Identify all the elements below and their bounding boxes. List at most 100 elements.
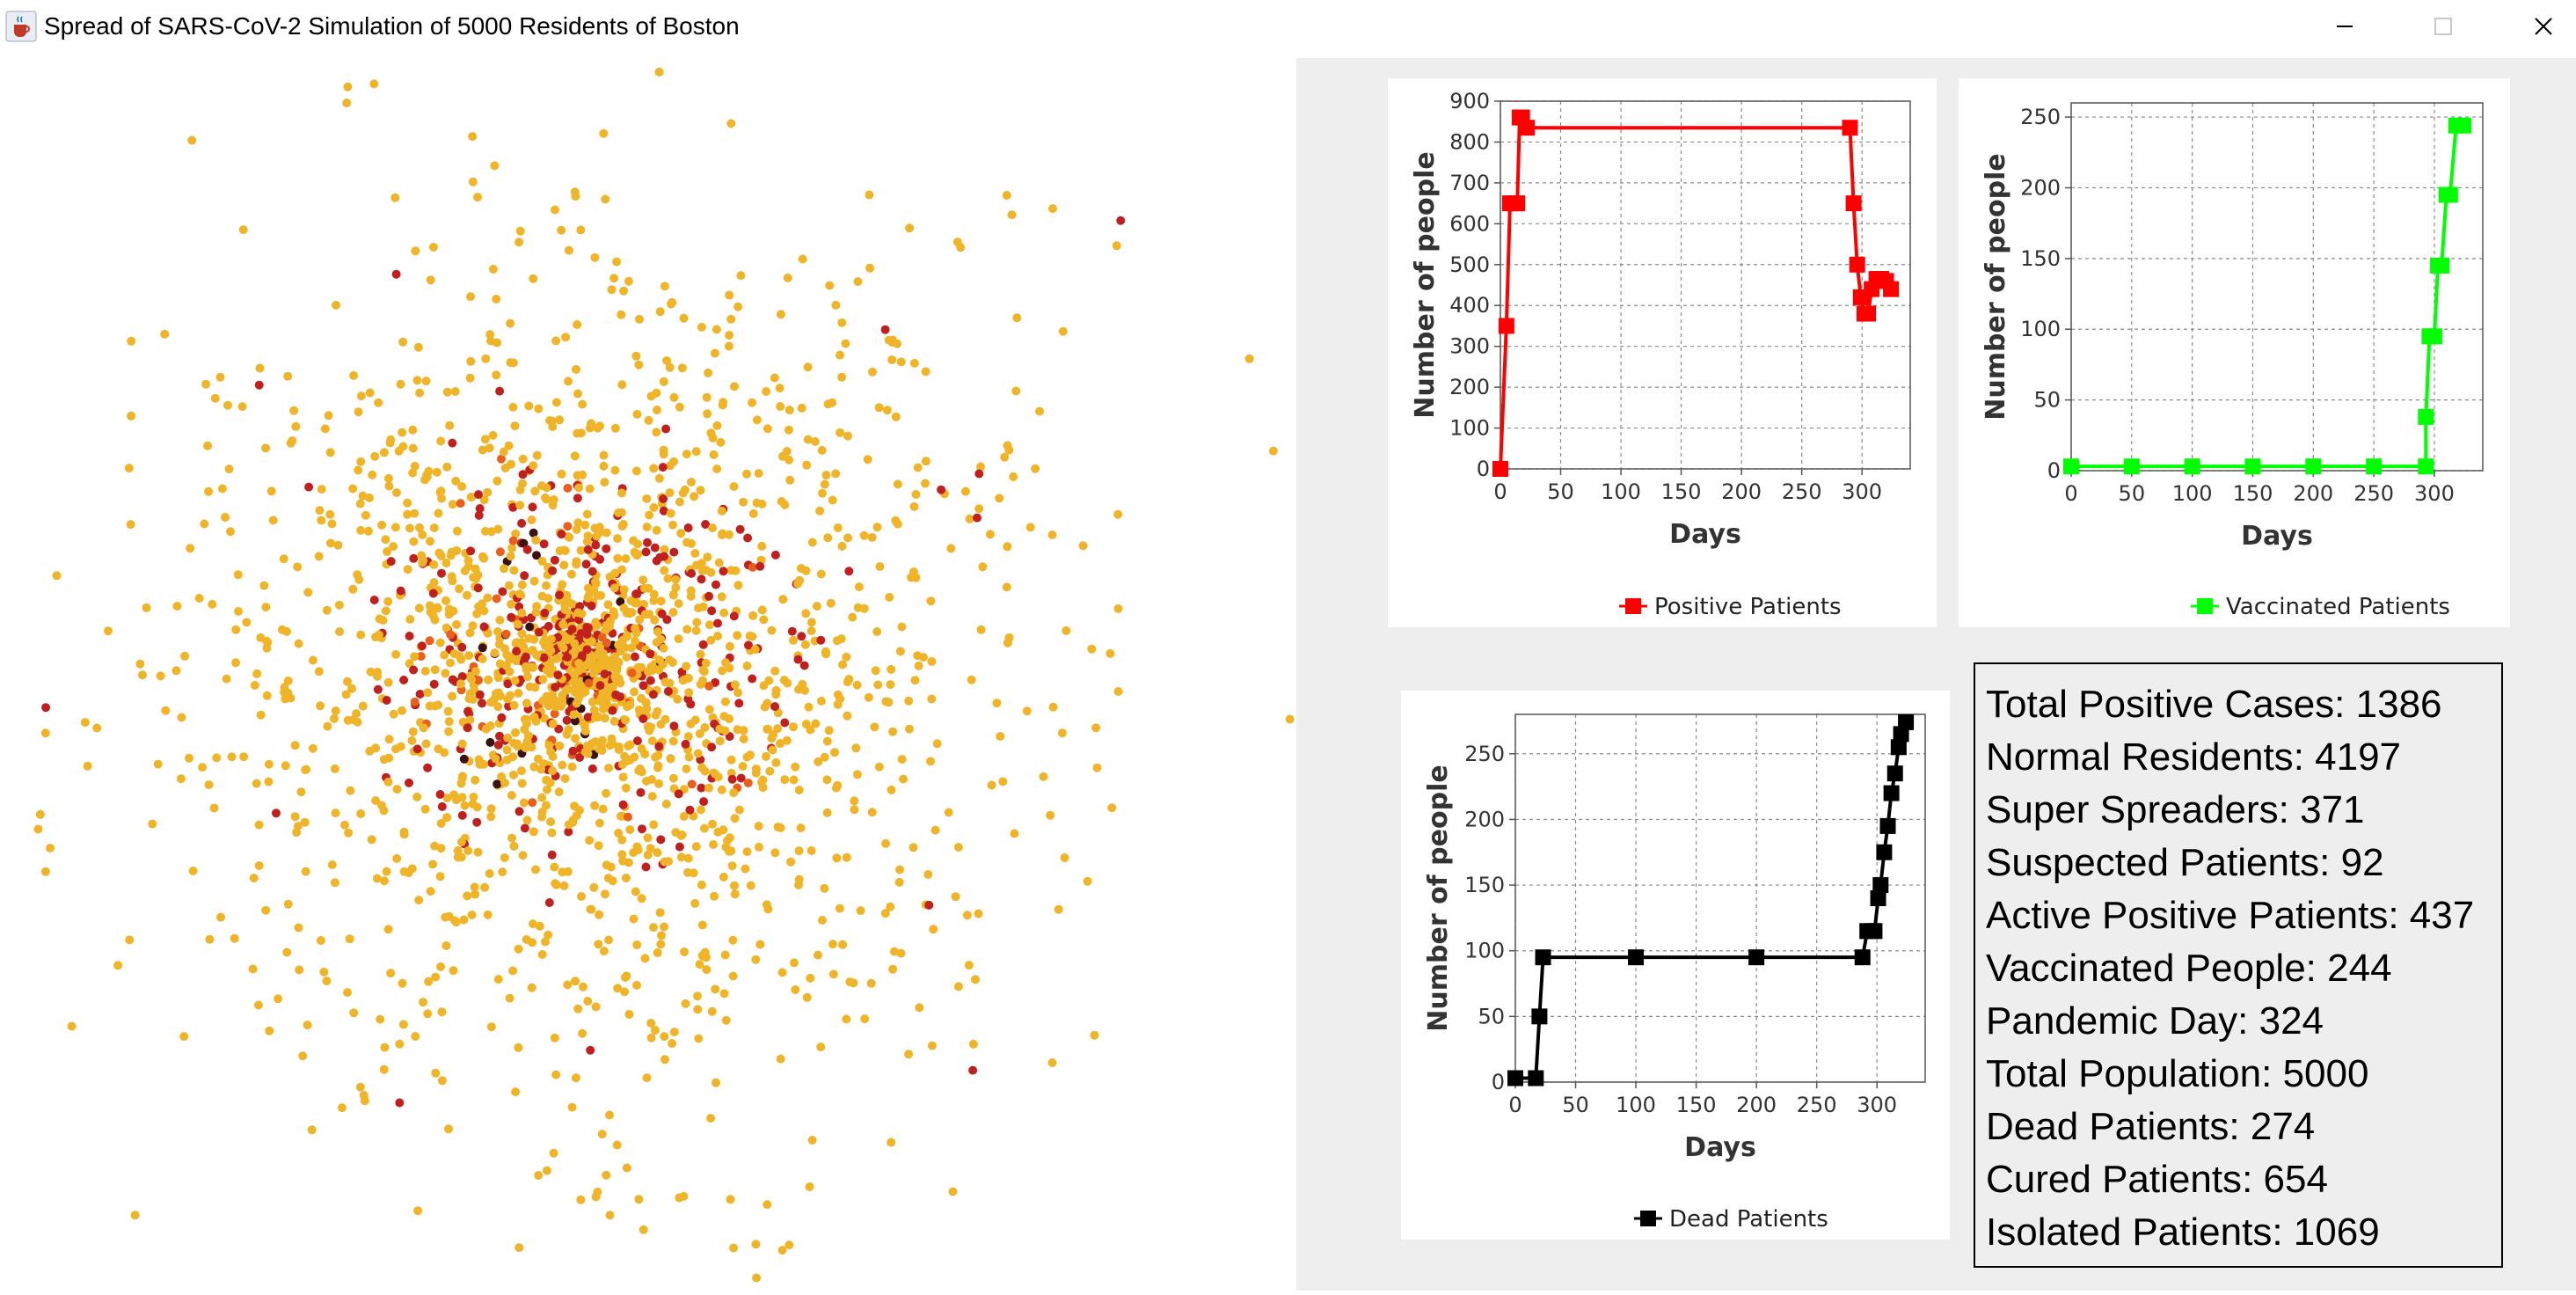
resident-dot (227, 752, 237, 762)
resident-dot (371, 796, 381, 805)
resident-dot (252, 669, 262, 678)
resident-dot (695, 729, 704, 738)
resident-dot (649, 589, 659, 599)
resident-dot (668, 736, 678, 746)
resident-dot (457, 642, 467, 652)
resident-dot (843, 533, 852, 543)
stat-active-positive-patients: Active Positive Patients: 437 (1986, 894, 2475, 937)
resident-dot (348, 484, 358, 494)
resident-dot (865, 190, 874, 200)
resident-dot (629, 914, 639, 924)
resident-dot (537, 591, 547, 601)
resident-dot (262, 636, 272, 646)
plot-area (2071, 103, 2483, 471)
resident-dot (604, 622, 614, 632)
resident-dot (784, 425, 793, 435)
resident-dot (978, 562, 988, 572)
stat-label: Normal Residents (1986, 735, 2294, 779)
resident-dot (591, 713, 600, 722)
resident-dot (200, 519, 209, 529)
resident-dot (510, 676, 520, 685)
stat-value: 4197 (2315, 735, 2402, 779)
resident-dot (511, 1087, 521, 1097)
resident-dot (40, 867, 50, 876)
resident-dot (894, 877, 904, 887)
resident-dot (495, 615, 505, 625)
resident-dot (619, 286, 629, 296)
resident-dot (717, 592, 726, 602)
resident-dot (377, 520, 387, 530)
resident-dot (675, 1193, 684, 1203)
resident-dot (493, 673, 503, 683)
resident-dot (571, 734, 580, 743)
resident-dot (659, 506, 668, 516)
data-point (1854, 949, 1871, 966)
resident-dot (474, 676, 484, 685)
data-point (1519, 120, 1536, 136)
resident-dot (871, 666, 880, 676)
resident-dot (1003, 542, 1012, 552)
resident-dot (651, 710, 660, 720)
data-point (2123, 458, 2140, 475)
resident-dot (890, 947, 899, 956)
resident-dot (639, 1225, 648, 1234)
stat-value: 1069 (2293, 1211, 2380, 1254)
resident-dot (327, 519, 337, 529)
resident-dot (640, 954, 650, 963)
resident-dot (595, 421, 604, 431)
resident-dot (403, 509, 412, 519)
resident-dot (564, 377, 573, 386)
resident-dot (467, 675, 477, 684)
resident-dot (479, 495, 489, 505)
resident-dot (562, 729, 572, 739)
resident-dot (704, 620, 714, 630)
resident-dot (428, 611, 438, 620)
resident-dot (680, 947, 689, 956)
resident-dot (576, 1195, 586, 1204)
maximize-button[interactable] (2412, 7, 2475, 46)
resident-dot (961, 487, 970, 496)
y-tick-label: 0 (1477, 457, 1490, 481)
minimize-button[interactable] (2313, 7, 2376, 46)
resident-dot (493, 702, 503, 712)
resident-dot (450, 387, 460, 396)
resident-dot (186, 544, 195, 553)
resident-dot (852, 680, 862, 690)
resident-dot (444, 717, 454, 727)
data-point (1890, 739, 1907, 756)
resident-dot (693, 749, 703, 758)
resident-dot (682, 765, 691, 773)
resident-dot (668, 589, 678, 599)
resident-dot (586, 1045, 595, 1055)
resident-dot (555, 415, 565, 425)
resident-dot (748, 611, 758, 620)
resident-dot (177, 713, 186, 722)
resident-dot (551, 398, 561, 407)
close-button[interactable] (2512, 7, 2575, 46)
resident-dot (701, 520, 711, 529)
resident-dot (632, 980, 641, 990)
resident-dot (395, 1039, 405, 1049)
resident-dot (621, 554, 631, 563)
resident-dot (528, 798, 537, 808)
resident-dot (517, 629, 527, 639)
resident-dot (637, 662, 646, 672)
resident-dot (704, 705, 714, 714)
resident-dot (548, 566, 558, 575)
resident-dot (493, 627, 502, 636)
resident-dot (303, 588, 313, 597)
resident-dot (775, 384, 784, 393)
resident-dot (355, 1082, 365, 1092)
resident-dot (617, 850, 627, 860)
resident-dot (828, 940, 837, 949)
resident-dot (886, 680, 895, 690)
resident-dot (551, 205, 559, 215)
data-point (1531, 1008, 1548, 1025)
resident-dot (373, 668, 382, 677)
resident-dot (595, 910, 604, 919)
resident-dot (471, 667, 480, 677)
resident-dot (135, 659, 145, 669)
resident-dot (375, 614, 384, 624)
resident-dot (460, 801, 470, 810)
resident-dot (279, 554, 288, 564)
